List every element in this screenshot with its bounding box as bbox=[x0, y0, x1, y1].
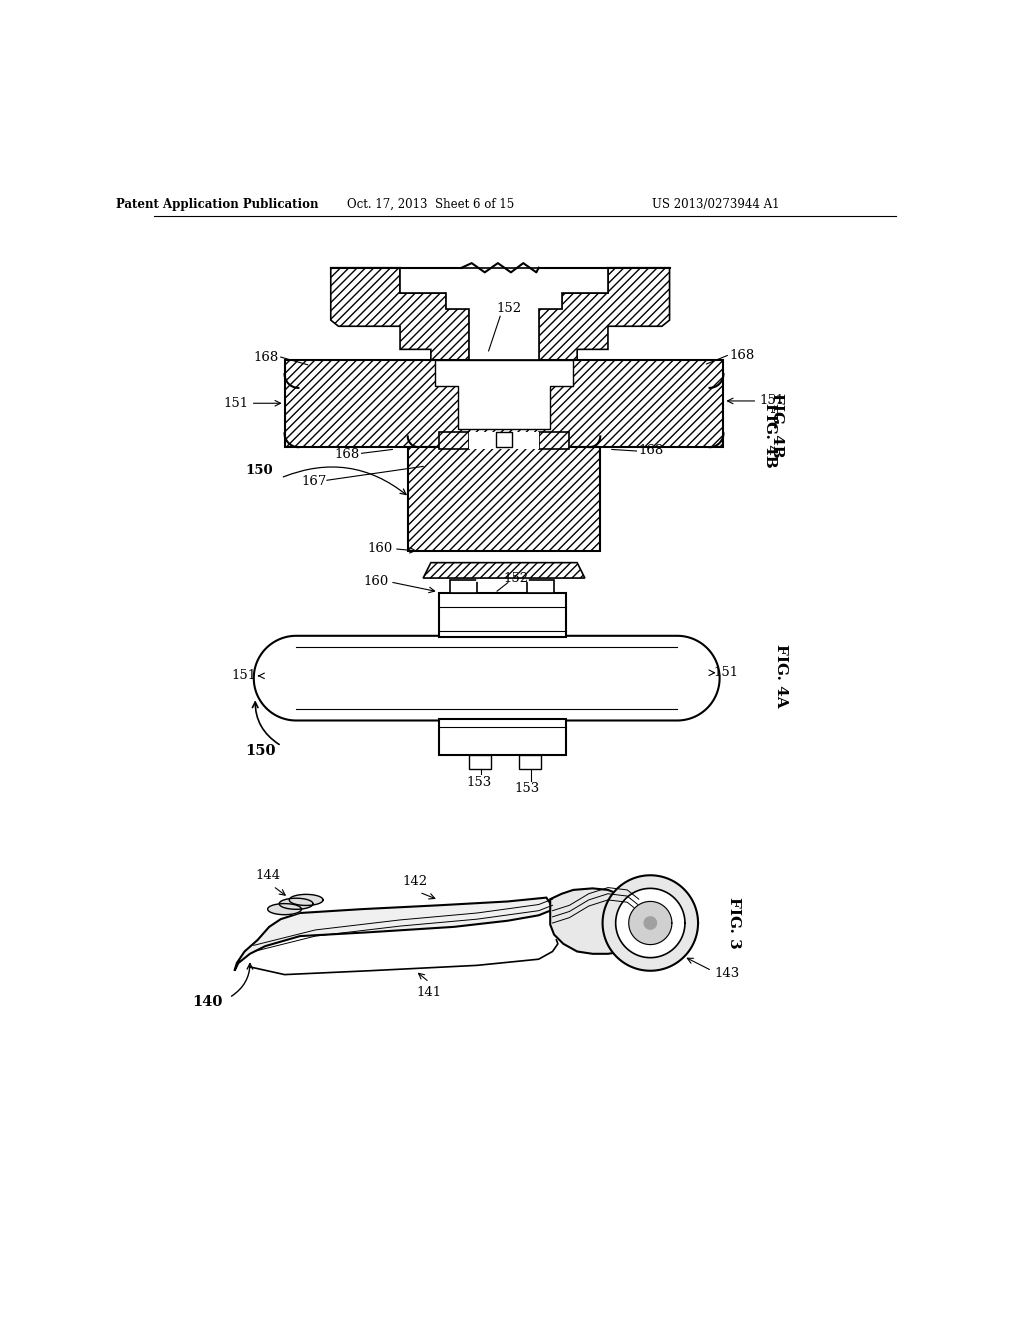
Polygon shape bbox=[280, 898, 313, 909]
Text: 152: 152 bbox=[503, 572, 528, 585]
Polygon shape bbox=[615, 888, 685, 957]
Text: 160: 160 bbox=[364, 576, 388, 589]
Text: 168: 168 bbox=[335, 449, 360, 462]
Polygon shape bbox=[550, 888, 645, 954]
Text: 168: 168 bbox=[253, 351, 279, 363]
Polygon shape bbox=[469, 755, 490, 770]
Polygon shape bbox=[602, 875, 698, 970]
Text: 143: 143 bbox=[714, 966, 739, 979]
Polygon shape bbox=[629, 902, 672, 945]
Polygon shape bbox=[408, 447, 600, 552]
Text: 167: 167 bbox=[301, 475, 327, 488]
Polygon shape bbox=[539, 432, 569, 449]
Polygon shape bbox=[519, 755, 541, 770]
Polygon shape bbox=[400, 268, 608, 360]
Polygon shape bbox=[644, 917, 656, 929]
Text: FIG. 4B: FIG. 4B bbox=[770, 393, 784, 458]
Polygon shape bbox=[285, 360, 724, 447]
Text: 150: 150 bbox=[245, 744, 275, 758]
Polygon shape bbox=[423, 562, 585, 578]
Text: 160: 160 bbox=[368, 543, 392, 556]
Polygon shape bbox=[451, 579, 477, 594]
Polygon shape bbox=[469, 432, 539, 447]
Text: 151: 151 bbox=[231, 669, 256, 682]
Polygon shape bbox=[331, 268, 469, 360]
Polygon shape bbox=[438, 719, 565, 755]
Polygon shape bbox=[497, 432, 512, 447]
Text: 152: 152 bbox=[497, 302, 522, 315]
Polygon shape bbox=[254, 636, 720, 721]
Polygon shape bbox=[469, 432, 539, 449]
Text: FIG. 4A: FIG. 4A bbox=[773, 644, 787, 708]
Text: 141: 141 bbox=[417, 986, 442, 999]
Polygon shape bbox=[438, 432, 469, 449]
Text: 142: 142 bbox=[402, 875, 428, 888]
Text: 153: 153 bbox=[466, 776, 492, 789]
Text: 151: 151 bbox=[714, 667, 738, 680]
Text: 151: 151 bbox=[223, 397, 249, 409]
Text: 144: 144 bbox=[255, 869, 281, 882]
Polygon shape bbox=[527, 579, 554, 594]
Polygon shape bbox=[539, 268, 670, 360]
Text: Patent Application Publication: Patent Application Publication bbox=[116, 198, 318, 211]
Text: 168: 168 bbox=[639, 445, 664, 458]
Text: 153: 153 bbox=[514, 781, 540, 795]
Text: 140: 140 bbox=[193, 994, 223, 1008]
Text: 151: 151 bbox=[760, 395, 784, 408]
Polygon shape bbox=[234, 898, 554, 970]
Text: US 2013/0273944 A1: US 2013/0273944 A1 bbox=[652, 198, 779, 211]
Polygon shape bbox=[438, 594, 565, 638]
Text: FIG. 3: FIG. 3 bbox=[727, 898, 741, 949]
Polygon shape bbox=[289, 895, 323, 906]
Text: FIG. 4B: FIG. 4B bbox=[763, 404, 776, 469]
Polygon shape bbox=[267, 904, 301, 915]
Text: 150: 150 bbox=[246, 463, 273, 477]
Text: Oct. 17, 2013  Sheet 6 of 15: Oct. 17, 2013 Sheet 6 of 15 bbox=[347, 198, 514, 211]
Polygon shape bbox=[435, 360, 573, 429]
Text: 168: 168 bbox=[730, 348, 755, 362]
